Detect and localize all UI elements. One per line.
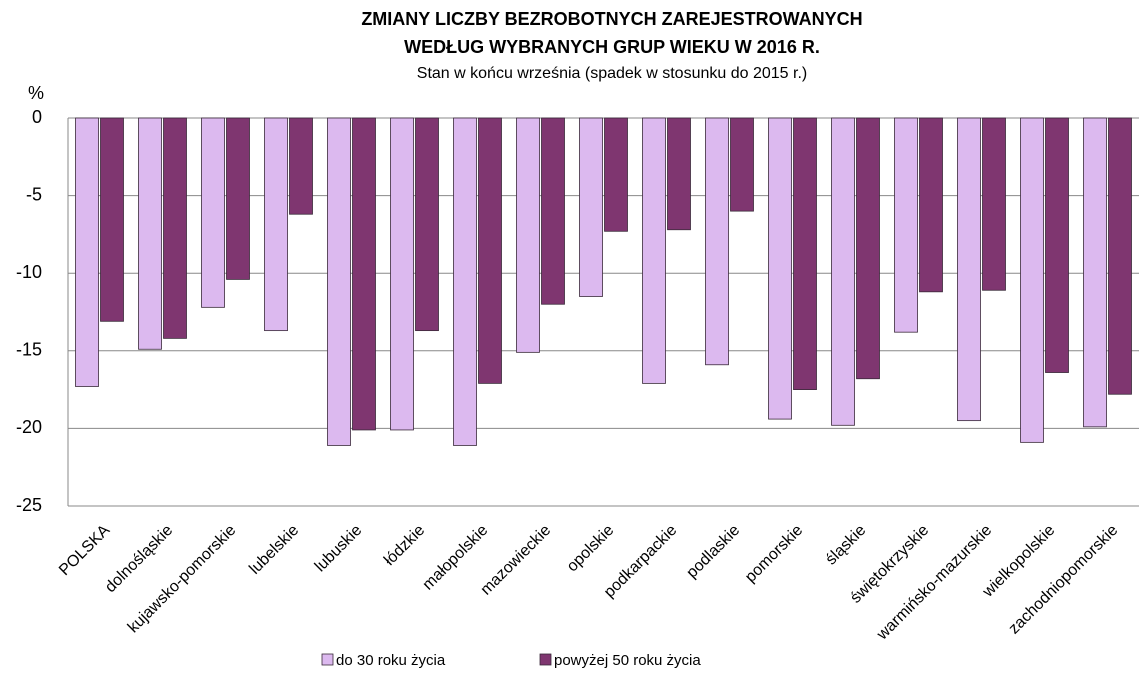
x-tick-label: lubelskie [246,522,302,578]
chart-subtitle: Stan w końcu września (spadek w stosunku… [417,65,807,82]
x-tick-label: warmińsko-mazurskie [873,522,995,644]
bar [831,117,855,426]
bar [75,117,99,387]
x-tick-label: podlaskie [683,522,743,582]
bar [705,117,729,366]
x-tick-label: kujawsko-pomorskie [125,522,240,637]
chart-title: WEDŁUG WYBRANYCH GRUP WIEKU W 2016 R. [404,37,820,57]
bar [1045,117,1069,373]
bar [327,117,351,446]
x-tick-label: opolskie [564,522,618,576]
bar [642,117,666,384]
bar [226,117,250,280]
bar [856,117,880,380]
y-tick-label: -25 [16,495,42,515]
y-tick-label: -5 [26,184,42,204]
chart-title: ZMIANY LICZBY BEZROBOTNYCH ZAREJESTROWAN… [361,9,862,29]
bar [894,117,918,333]
y-axis-label: % [28,83,44,103]
bar [264,117,288,332]
y-tick-label: 0 [32,107,42,127]
y-tick-label: -15 [16,340,42,360]
legend-swatch [321,653,334,666]
legend-label: powyżej 50 roku życia [554,652,701,669]
x-tick-label: POLSKA [56,522,114,580]
bar [289,117,313,215]
bar [100,117,124,322]
bar [352,117,376,431]
y-tick-label: -20 [16,417,42,437]
bar [982,117,1006,291]
legend-label: do 30 roku życia [336,652,446,669]
bar [201,117,225,308]
bar [730,117,754,212]
bar [667,117,691,231]
bar [957,117,981,422]
bar [1020,117,1044,443]
bar [516,117,540,353]
x-tick-label: zachodniopomorskie [1006,522,1122,638]
x-tick-label: lubuskie [312,522,366,576]
y-tick-label: -10 [16,262,42,282]
bar [579,117,603,297]
bar [138,117,162,350]
bar [478,117,502,384]
bar [163,117,187,339]
bar [793,117,817,391]
bar [415,117,439,332]
bar [768,117,792,420]
bar [604,117,628,232]
bar [453,117,477,446]
bar [541,117,565,305]
x-tick-label: łódzkie [381,522,428,569]
bar [1083,117,1107,428]
x-tick-label: pomorskie [742,522,806,586]
bar [919,117,943,293]
bar [1108,117,1132,395]
bar [390,117,414,431]
x-tick-label: śląskie [823,522,870,569]
legend-swatch [539,653,552,666]
